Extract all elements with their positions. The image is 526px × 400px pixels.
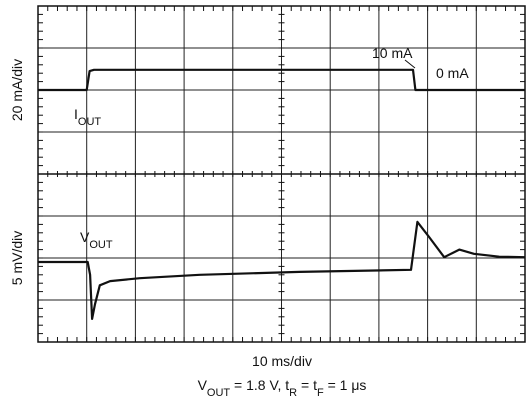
trace [38, 220, 526, 320]
subscript: R [289, 387, 297, 399]
annotation: IOUT [74, 106, 101, 128]
text-run: = t [297, 377, 317, 393]
y-axis-label: 20 mA/div [9, 59, 25, 121]
subscript: OUT [89, 239, 113, 251]
subscript: OUT [78, 116, 102, 128]
y-axis-label: 5 mV/div [9, 231, 25, 285]
text-run: = 1.8 V, t [230, 377, 289, 393]
grid [37, 5, 526, 343]
text-run: V [198, 377, 208, 393]
subscript: F [317, 387, 324, 399]
text-run: 0 mA [436, 65, 469, 81]
text-run: V [80, 229, 90, 245]
subscript: OUT [207, 387, 231, 399]
annotation: VOUT [80, 229, 113, 251]
leader-line [404, 59, 416, 69]
trace [38, 68, 525, 92]
text-run: I [74, 106, 78, 122]
footer-caption: VOUT = 1.8 V, tR = tF = 1 μs [198, 377, 367, 399]
text-run: 10 mA [372, 45, 413, 61]
annotation: 0 mA [436, 65, 469, 81]
annotation: 10 mA [372, 45, 413, 61]
text-run: = 1 μs [324, 377, 367, 393]
x-axis-label: 10 ms/div [252, 353, 312, 369]
